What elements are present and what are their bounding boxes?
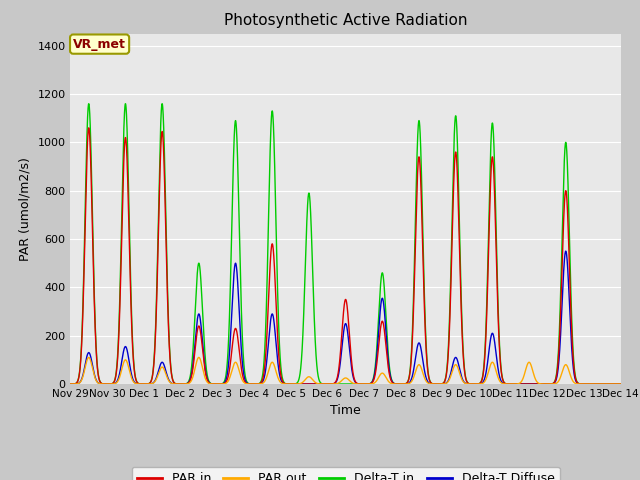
Delta-T in [416, 131, 424, 136]
Line: Delta-T Diffuse: Delta-T Diffuse [70, 251, 621, 384]
Delta-T Diffuse [617, 381, 625, 387]
Delta-T Diffuse [266, 326, 273, 332]
Delta-T Diffuse [475, 381, 483, 387]
Delta-T in [392, 381, 400, 387]
PAR in [85, 125, 93, 131]
Line: PAR out: PAR out [70, 358, 621, 384]
PAR in [416, 165, 424, 171]
Delta-T Diffuse [392, 381, 400, 387]
PAR out [266, 364, 273, 370]
PAR out [85, 355, 93, 360]
Delta-T in [617, 381, 625, 387]
PAR in [266, 269, 273, 275]
PAR in [475, 381, 483, 387]
PAR out [475, 381, 483, 387]
Line: PAR in: PAR in [70, 128, 621, 384]
PAR out [617, 381, 625, 387]
Delta-T in [266, 164, 273, 169]
Delta-T Diffuse [504, 381, 511, 387]
Line: Delta-T in: Delta-T in [70, 104, 621, 384]
PAR out [416, 363, 424, 369]
Delta-T Diffuse [416, 342, 424, 348]
PAR out [67, 381, 74, 387]
Delta-T Diffuse [94, 380, 102, 385]
PAR out [94, 380, 102, 386]
X-axis label: Time: Time [330, 405, 361, 418]
Legend: PAR in, PAR out, Delta-T in, Delta-T Diffuse: PAR in, PAR out, Delta-T in, Delta-T Dif… [132, 467, 559, 480]
Delta-T in [122, 101, 129, 107]
PAR out [504, 381, 512, 387]
Delta-T Diffuse [67, 381, 74, 387]
Title: Photosynthetic Active Radiation: Photosynthetic Active Radiation [224, 13, 467, 28]
PAR in [504, 381, 512, 387]
Delta-T in [67, 381, 74, 387]
Delta-T in [94, 370, 102, 376]
PAR in [392, 381, 400, 387]
Y-axis label: PAR (umol/m2/s): PAR (umol/m2/s) [19, 157, 32, 261]
PAR in [94, 372, 102, 377]
PAR in [617, 381, 625, 387]
Text: VR_met: VR_met [73, 37, 126, 50]
Delta-T in [504, 381, 512, 387]
Delta-T Diffuse [562, 248, 570, 254]
PAR in [67, 381, 74, 387]
Delta-T in [475, 381, 483, 387]
PAR out [392, 381, 400, 387]
